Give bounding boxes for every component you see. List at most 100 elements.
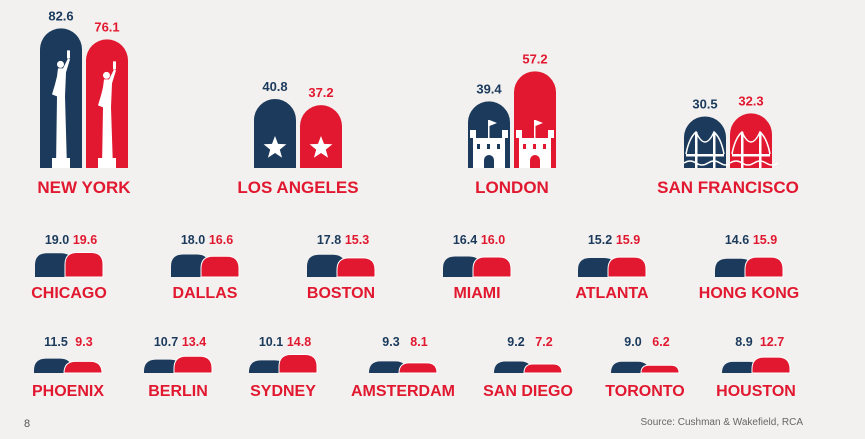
bar-los-angeles-navy	[254, 99, 296, 168]
bar-miami-navy	[443, 256, 481, 277]
bridge-cable-icon	[685, 130, 725, 155]
city-label-boston: BOSTON	[307, 285, 375, 302]
city-group-boston	[307, 254, 376, 278]
city-group-new-york	[40, 28, 128, 168]
city-label-san-diego: SAN DIEGO	[483, 383, 573, 400]
city-group-phoenix	[34, 358, 103, 374]
castle-window-icon	[497, 144, 500, 149]
bar-hong-kong-red	[744, 256, 784, 278]
torch-icon	[67, 50, 70, 59]
torch-icon	[113, 61, 116, 70]
bar-san-diego-red	[523, 363, 563, 374]
city-group-berlin	[144, 355, 213, 374]
bridge-tower-icon	[759, 132, 762, 168]
value-label-hong-kong-navy: 14.6	[725, 233, 749, 247]
castle-gate-icon	[484, 155, 494, 168]
bar-amsterdam-navy	[369, 361, 407, 373]
city-group-miami	[443, 256, 512, 278]
value-label-phoenix-red: 9.3	[75, 335, 92, 349]
city-group-sydney	[249, 354, 318, 374]
castle-window-icon	[533, 144, 536, 149]
value-label-phoenix-navy: 11.5	[44, 335, 68, 349]
city-group-chicago	[35, 252, 104, 278]
value-label-new-york-red: 76.1	[94, 19, 119, 34]
bar-toronto-red	[640, 364, 680, 374]
bar-boston-navy	[307, 254, 345, 277]
city-group-hong-kong	[715, 256, 784, 278]
city-group-toronto	[611, 361, 680, 374]
city-group-atlanta	[578, 256, 647, 278]
city-group-amsterdam	[369, 361, 438, 374]
value-label-amsterdam-red: 8.1	[410, 335, 427, 349]
bar-boston-red	[336, 257, 376, 278]
bar-toronto-navy	[611, 361, 649, 373]
value-label-london-red: 57.2	[522, 51, 547, 66]
castle-tower-icon	[516, 130, 522, 138]
bar-san-diego-navy	[494, 361, 532, 373]
castle-window-icon	[523, 144, 526, 149]
bridge-cable-icon	[731, 130, 771, 155]
city-group-dallas	[171, 254, 240, 278]
city-label-amsterdam: AMSTERDAM	[351, 383, 455, 400]
statue-head-icon	[103, 71, 110, 79]
castle-gate-icon	[530, 155, 540, 168]
bridge-deck-icon	[732, 154, 770, 157]
statue-of-liberty-icon	[98, 69, 116, 168]
bar-atlanta-navy	[578, 258, 616, 277]
value-label-hong-kong-red: 15.9	[753, 233, 777, 247]
value-label-toronto-navy: 9.0	[624, 335, 641, 349]
source-note: Source: Cushman & Wakefield, RCA	[640, 417, 803, 428]
value-label-houston-navy: 8.9	[735, 335, 752, 349]
value-label-berlin-navy: 10.7	[154, 335, 178, 349]
bar-atlanta-red	[607, 256, 647, 278]
value-label-atlanta-red: 15.9	[616, 233, 640, 247]
bar-phoenix-red	[63, 360, 103, 374]
flag-icon	[489, 120, 497, 126]
castle-window-icon	[543, 144, 546, 149]
city-group-san-diego	[494, 361, 563, 374]
value-label-houston-red: 12.7	[760, 335, 784, 349]
value-label-miami-red: 16.0	[481, 233, 505, 247]
pedestal-icon	[52, 158, 70, 168]
value-label-dallas-red: 16.6	[209, 233, 233, 247]
value-label-sydney-navy: 10.1	[259, 335, 283, 349]
city-label-berlin: BERLIN	[148, 383, 208, 400]
bridge-tower-icon	[741, 132, 744, 168]
castle-window-icon	[477, 144, 480, 149]
city-label-san-francisco: SAN FRANCISCO	[657, 178, 799, 197]
bar-sydney-red	[278, 354, 318, 374]
water-icon	[729, 160, 779, 166]
city-label-hong-kong: HONG KONG	[699, 285, 799, 302]
value-label-san-diego-navy: 9.2	[507, 335, 524, 349]
bridge-deck-icon	[686, 154, 724, 157]
bridge-tower-icon	[713, 132, 716, 168]
pedestal-icon	[98, 158, 116, 168]
city-label-sydney: SYDNEY	[250, 383, 316, 400]
value-label-boston-navy: 17.8	[317, 233, 341, 247]
city-label-miami: MIAMI	[453, 285, 500, 302]
value-label-sydney-red: 14.8	[287, 335, 311, 349]
bar-miami-red	[472, 256, 512, 278]
statue-of-liberty-icon	[52, 58, 70, 168]
city-label-phoenix: PHOENIX	[32, 383, 104, 400]
bar-berlin-navy	[144, 359, 182, 373]
bar-hong-kong-navy	[715, 258, 753, 277]
value-label-san-francisco-red: 32.3	[738, 93, 763, 108]
city-group-houston	[722, 356, 791, 374]
bar-houston-red	[751, 356, 791, 374]
city-group-los-angeles	[254, 99, 342, 168]
city-label-new-york: NEW YORK	[37, 178, 131, 197]
bar-sydney-navy	[249, 360, 287, 373]
star-icon	[309, 136, 333, 158]
value-label-los-angeles-navy: 40.8	[262, 79, 287, 94]
bar-amsterdam-red	[398, 362, 438, 374]
city-group-london	[468, 71, 556, 168]
flag-icon	[535, 120, 543, 126]
value-label-atlanta-navy: 15.2	[588, 233, 612, 247]
castle-window-icon	[487, 144, 490, 149]
value-label-chicago-red: 19.6	[73, 233, 97, 247]
city-label-london: LONDON	[475, 178, 549, 197]
city-label-dallas: DALLAS	[173, 285, 238, 302]
statue-head-icon	[57, 60, 64, 68]
